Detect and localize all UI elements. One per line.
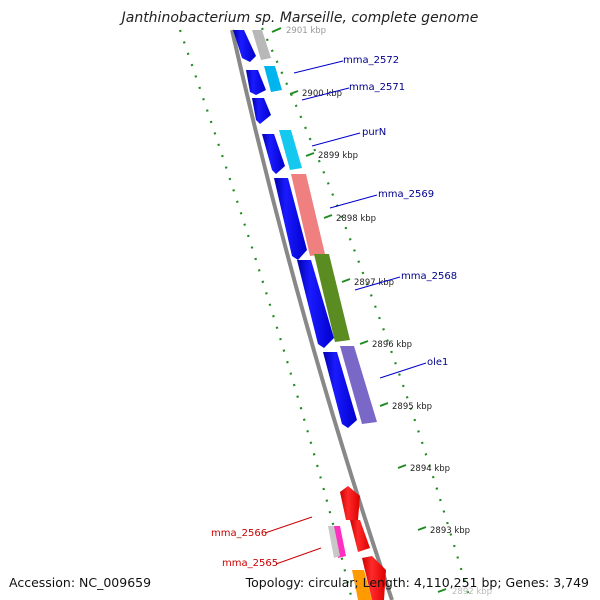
tick-label: 2896 kbp: [372, 340, 412, 350]
gene-label-ole1: ole1: [427, 357, 448, 368]
tick-label: 2897 kbp: [354, 278, 394, 288]
gene-box: [252, 30, 271, 60]
gene-label-purn: purN: [362, 127, 386, 138]
tick-label: 2895 kbp: [392, 402, 432, 412]
gene-arrow: [362, 556, 386, 600]
tick-label: 2893 kbp: [430, 526, 470, 536]
genome-backbone: [230, 29, 394, 600]
gene-arrow: [323, 352, 357, 428]
genome-title: Janthinobacterium sp. Marseille, complet…: [121, 10, 479, 26]
gene-box: [352, 570, 372, 600]
reverse-strand-genes: [328, 486, 386, 600]
gene-arrow: [262, 134, 285, 174]
tick-label: 2894 kbp: [410, 464, 450, 474]
scale-ticks: 2901 kbp 2900 kbp 2899 kbp 2898 kbp 2897…: [271, 26, 492, 597]
tick-label: 2898 kbp: [336, 214, 376, 224]
gene-label-mma-2571: mma_2571: [349, 82, 405, 93]
gene-label-mma-2568: mma_2568: [401, 271, 457, 282]
tick-label: 2901 kbp: [286, 26, 326, 36]
gene-arrow: [252, 98, 271, 124]
tick-label: 2899 kbp: [318, 151, 358, 161]
tick-label: 2900 kbp: [302, 89, 342, 99]
gene-arrow: [350, 520, 370, 552]
gene-arrow: [233, 30, 256, 62]
gene-box: [291, 174, 325, 256]
gene-labels: mma_2572 mma_2571 purN mma_2569 mma_2568…: [211, 55, 457, 569]
forward-strand-genes: [233, 30, 357, 428]
tick-label: 2892 kbp: [452, 587, 492, 597]
gene-box: [279, 130, 302, 170]
gene-arrow: [340, 486, 360, 520]
gene-box: [314, 254, 350, 342]
gene-label-mma-2572: mma_2572: [343, 55, 399, 66]
gene-box: [340, 346, 377, 424]
gene-label-mma-2569: mma_2569: [378, 189, 434, 200]
gene-leaders: [264, 60, 427, 565]
accession-label: Accession: NC_009659: [9, 575, 152, 590]
gene-arrow: [246, 70, 266, 95]
scale-dots-outer: [260, 27, 472, 600]
gene-box: [264, 66, 282, 92]
gene-box: [328, 526, 340, 558]
gene-arrow: [274, 178, 307, 260]
gene-label-mma-2565: mma_2565: [222, 558, 278, 569]
gene-label-mma-2566: mma_2566: [211, 528, 267, 539]
gene-arrow: [297, 260, 334, 348]
annotation-track: [252, 30, 377, 424]
topology-label: Topology: circular; Length: 4,110,251 bp…: [245, 575, 589, 590]
